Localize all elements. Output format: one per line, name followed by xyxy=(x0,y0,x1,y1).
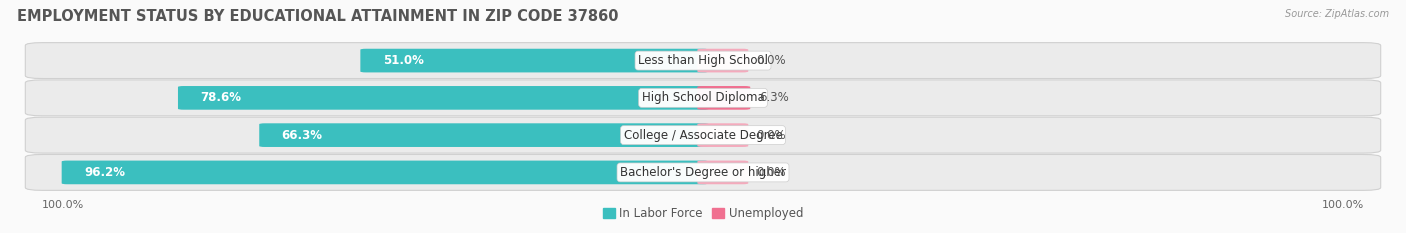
Text: 0.0%: 0.0% xyxy=(756,54,786,67)
Text: 100.0%: 100.0% xyxy=(1322,200,1364,210)
Text: 100.0%: 100.0% xyxy=(42,200,84,210)
Text: 78.6%: 78.6% xyxy=(201,91,242,104)
FancyBboxPatch shape xyxy=(259,123,709,147)
Text: EMPLOYMENT STATUS BY EDUCATIONAL ATTAINMENT IN ZIP CODE 37860: EMPLOYMENT STATUS BY EDUCATIONAL ATTAINM… xyxy=(17,9,619,24)
Text: 0.0%: 0.0% xyxy=(756,166,786,179)
Text: 66.3%: 66.3% xyxy=(281,129,323,142)
FancyBboxPatch shape xyxy=(697,86,751,110)
Text: Source: ZipAtlas.com: Source: ZipAtlas.com xyxy=(1285,9,1389,19)
FancyBboxPatch shape xyxy=(697,161,748,184)
Legend: In Labor Force, Unemployed: In Labor Force, Unemployed xyxy=(598,202,808,225)
FancyBboxPatch shape xyxy=(25,43,1381,79)
FancyBboxPatch shape xyxy=(179,86,709,110)
FancyBboxPatch shape xyxy=(697,123,748,147)
Text: 0.0%: 0.0% xyxy=(756,129,786,142)
Text: 96.2%: 96.2% xyxy=(84,166,125,179)
FancyBboxPatch shape xyxy=(360,49,709,72)
FancyBboxPatch shape xyxy=(25,154,1381,190)
Text: Bachelor's Degree or higher: Bachelor's Degree or higher xyxy=(620,166,786,179)
FancyBboxPatch shape xyxy=(62,161,709,184)
Text: 51.0%: 51.0% xyxy=(382,54,423,67)
Text: College / Associate Degree: College / Associate Degree xyxy=(624,129,782,142)
FancyBboxPatch shape xyxy=(697,49,748,72)
Text: Less than High School: Less than High School xyxy=(638,54,768,67)
Text: High School Diploma: High School Diploma xyxy=(641,91,765,104)
FancyBboxPatch shape xyxy=(25,80,1381,116)
Text: 6.3%: 6.3% xyxy=(759,91,789,104)
FancyBboxPatch shape xyxy=(25,117,1381,153)
